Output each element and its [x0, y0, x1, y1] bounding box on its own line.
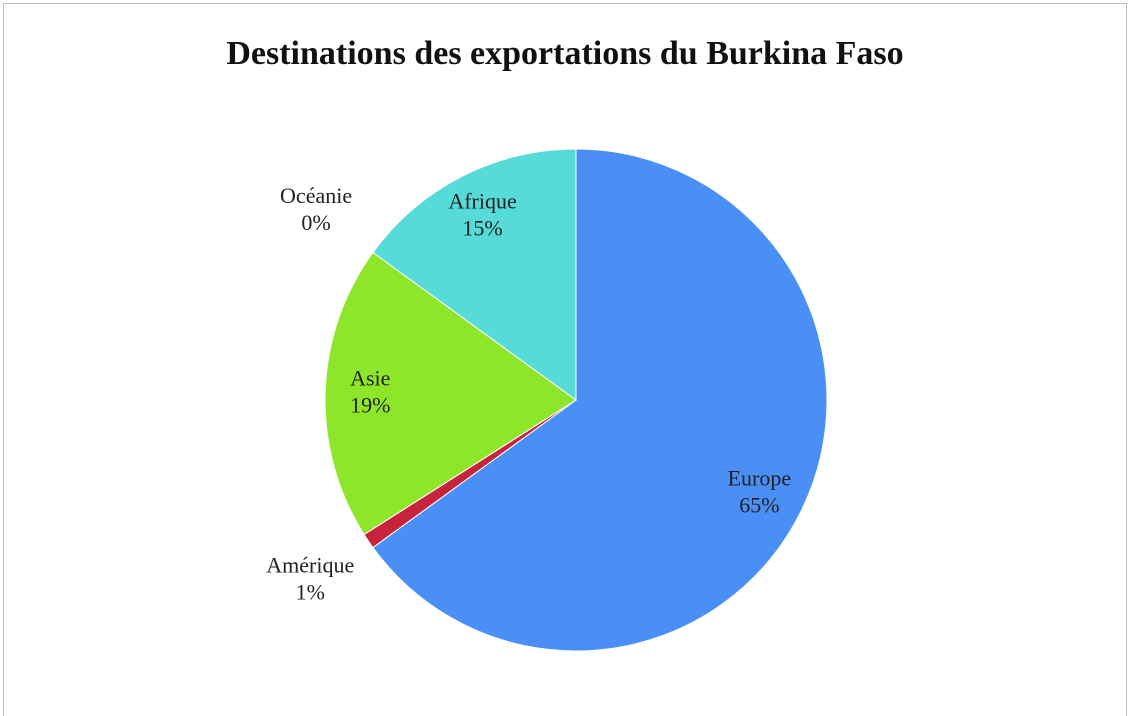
slice-value-label: 15% [462, 216, 502, 241]
slice-category-label: Amérique [266, 553, 354, 578]
pie-slice [372, 148, 577, 401]
pie-slice [324, 251, 577, 536]
slice-value-label: 19% [350, 393, 390, 418]
slice-value-label: 1% [296, 580, 325, 605]
slice-category-label: Asie [350, 366, 390, 391]
chart-title: Destinations des exportations du Burkina… [226, 35, 903, 72]
slice-value-label: 65% [739, 492, 779, 517]
pie-slice [372, 148, 828, 652]
slice-category-label: Europe [728, 465, 792, 490]
slice-category-label: Océanie [280, 183, 352, 208]
slice-value-label: 0% [301, 210, 330, 235]
slice-category-label: Afrique [448, 189, 516, 214]
